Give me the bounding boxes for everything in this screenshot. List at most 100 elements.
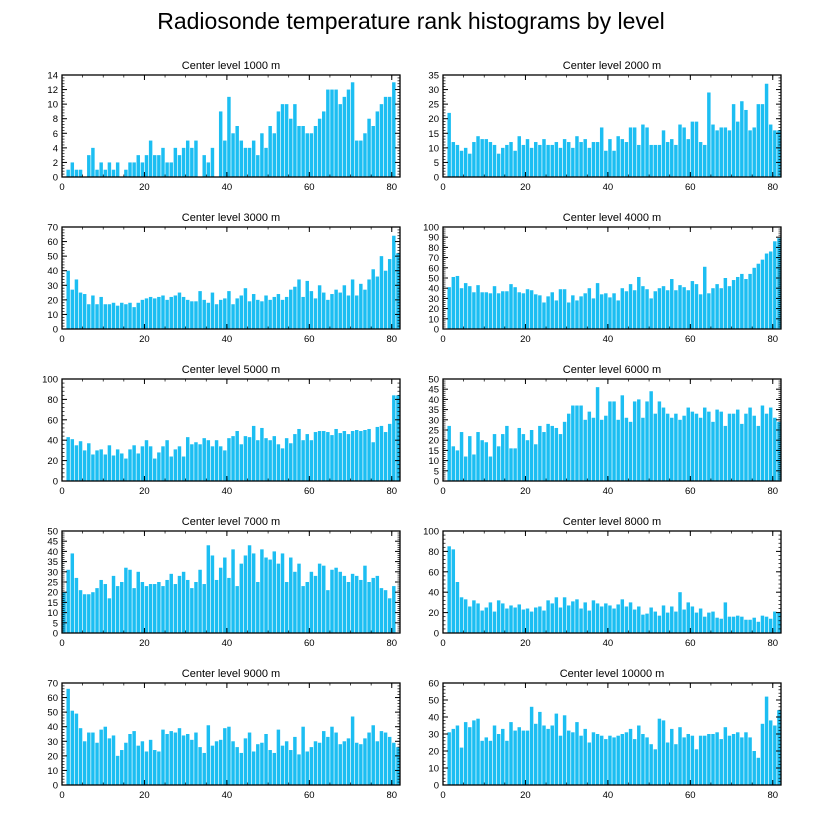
histogram-bar xyxy=(330,569,334,633)
histogram-bar xyxy=(653,611,658,633)
y-tick-label: 10 xyxy=(428,764,439,775)
histogram-bar xyxy=(665,742,670,785)
histogram-bar xyxy=(558,434,563,481)
histogram-bar xyxy=(501,147,505,177)
histogram-bar xyxy=(161,729,165,785)
x-tick-label: 0 xyxy=(59,790,64,801)
histogram-bar xyxy=(773,611,777,633)
histogram-bar xyxy=(91,454,95,481)
y-tick-label: 35 xyxy=(428,405,439,416)
histogram-bar xyxy=(210,147,215,177)
histogram-bar xyxy=(91,732,95,785)
histogram-bar xyxy=(484,292,489,329)
histogram-bar xyxy=(107,162,112,177)
histogram-bar xyxy=(107,738,112,785)
histogram-bar xyxy=(70,162,75,177)
histogram-bar xyxy=(525,440,530,481)
histogram-bar xyxy=(637,399,641,481)
y-tick-label: 50 xyxy=(428,274,439,285)
histogram-bar xyxy=(735,409,740,481)
histogram-bar xyxy=(678,124,682,177)
histogram-bar xyxy=(371,725,375,785)
histogram-bar xyxy=(367,279,371,329)
histogram-bar xyxy=(387,598,392,633)
histogram-bar xyxy=(546,600,550,633)
histogram-bar xyxy=(78,728,83,785)
y-tick-label: 10 xyxy=(47,100,58,111)
histogram-bar xyxy=(760,615,765,633)
panel-title: Center level 3000 m xyxy=(182,212,280,224)
histogram-bar xyxy=(243,555,248,633)
histogram-bar xyxy=(653,413,658,481)
histogram-bar xyxy=(674,413,678,481)
histogram-bar xyxy=(198,291,202,329)
y-tick-label: 2 xyxy=(53,158,58,169)
histogram-bar xyxy=(260,549,264,633)
histogram-bar xyxy=(711,288,715,329)
histogram-bar xyxy=(99,296,103,329)
histogram-bar xyxy=(748,407,752,481)
histogram-bar xyxy=(521,730,526,785)
histogram-bar xyxy=(202,752,206,785)
y-tick-label: 20 xyxy=(47,456,58,467)
x-tick-label: 80 xyxy=(386,334,397,345)
histogram-bar xyxy=(735,276,740,329)
histogram-bar xyxy=(657,144,662,177)
histogram-panel: Center level 10000 m 0 10 20 30 40 50 60 0 20 40 60… xyxy=(428,668,782,801)
histogram-bar xyxy=(153,458,157,481)
histogram-bar xyxy=(383,732,388,785)
histogram-bar xyxy=(251,425,256,481)
histogram-bar xyxy=(740,273,744,329)
histogram-bar xyxy=(301,440,305,481)
x-tick-label: 80 xyxy=(767,790,778,801)
histogram-bar xyxy=(70,553,75,633)
histogram-bar xyxy=(505,740,509,785)
histogram-bar xyxy=(682,737,686,785)
histogram-bar xyxy=(690,735,695,785)
histogram-bar xyxy=(124,742,128,785)
histogram-bar xyxy=(165,734,169,785)
histogram-panel: Center level 9000 m 0 10 20 30 40 50 60 70 0 20 40 6… xyxy=(47,668,401,801)
x-tick-label: 0 xyxy=(440,334,445,345)
histogram-bar xyxy=(645,737,649,785)
histogram-bar xyxy=(661,720,666,785)
histogram-bar xyxy=(472,292,476,329)
histogram-bar xyxy=(165,299,169,329)
histogram-bar xyxy=(181,571,186,633)
y-tick-label: 20 xyxy=(428,436,439,447)
histogram-bar xyxy=(157,155,161,177)
histogram-bar xyxy=(223,728,227,785)
histogram-bar xyxy=(665,290,670,329)
histogram-bar xyxy=(280,745,285,785)
y-tick-label: 10 xyxy=(47,310,58,321)
histogram-bar xyxy=(235,747,239,785)
histogram-bar xyxy=(768,407,773,481)
histogram-panel: Center level 1000 m 0 2 4 6 8 10 12 14 0 20 40 60 80 xyxy=(47,60,401,193)
histogram-bar xyxy=(132,588,136,633)
histogram-bar xyxy=(210,745,215,785)
histogram-bar xyxy=(562,289,567,329)
histogram-bar xyxy=(550,425,554,481)
histogram-bar xyxy=(301,726,305,785)
histogram-bar xyxy=(218,567,223,633)
histogram-bar xyxy=(181,456,186,481)
histogram-panel: Center level 5000 m 0 20 40 60 80 100 0 20 40 60 80 xyxy=(42,364,401,497)
histogram-bar xyxy=(206,440,211,481)
histogram-bar xyxy=(103,454,108,481)
histogram-bar xyxy=(111,455,116,481)
histogram-bar xyxy=(760,723,765,785)
histogram-bar xyxy=(161,586,165,633)
histogram-bar xyxy=(595,387,600,481)
histogram-bar xyxy=(350,82,355,177)
histogram-bar xyxy=(756,757,761,785)
histogram-bar xyxy=(87,304,91,329)
histogram-bar xyxy=(455,144,460,177)
histogram-bar xyxy=(661,130,666,177)
histogram-bar xyxy=(591,417,596,481)
y-tick-label: 30 xyxy=(428,730,439,741)
x-tick-label: 20 xyxy=(139,790,150,801)
histogram-bar xyxy=(239,295,244,329)
histogram-bar xyxy=(148,739,153,785)
histogram-bar xyxy=(177,575,182,633)
histogram-bar xyxy=(694,749,699,785)
